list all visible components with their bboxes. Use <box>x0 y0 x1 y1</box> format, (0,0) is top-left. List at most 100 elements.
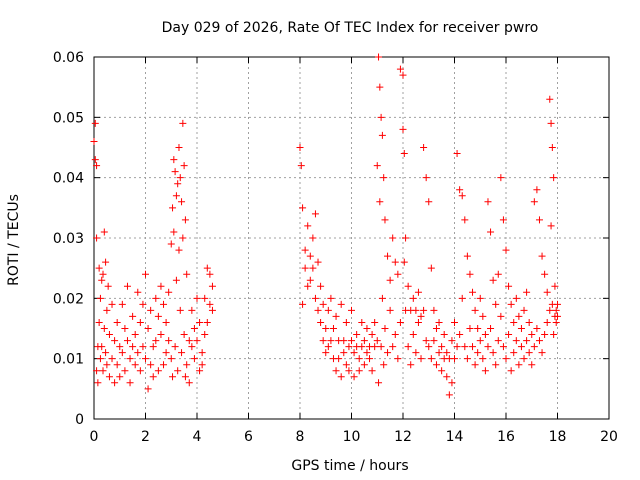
data-point <box>375 379 383 387</box>
data-point <box>554 300 561 308</box>
data-point <box>175 144 183 151</box>
data-point <box>99 270 107 278</box>
data-point <box>314 306 322 314</box>
data-point <box>505 331 513 339</box>
x-tick-label: 20 <box>600 429 618 445</box>
data-point <box>479 355 487 363</box>
data-point <box>162 318 170 326</box>
data-point <box>103 361 111 369</box>
data-point <box>453 343 461 351</box>
data-point <box>123 282 131 290</box>
data-point <box>533 325 541 332</box>
data-point <box>541 270 549 278</box>
data-point <box>157 282 165 290</box>
data-point <box>481 331 489 339</box>
data-point <box>373 337 381 345</box>
data-point <box>198 349 206 357</box>
data-point <box>376 83 384 91</box>
data-point <box>319 337 327 345</box>
data-point <box>131 361 139 369</box>
data-point <box>126 379 134 387</box>
data-point <box>149 373 157 381</box>
data-point <box>420 306 428 314</box>
x-tick-label: 16 <box>497 429 515 445</box>
data-point <box>304 282 312 290</box>
data-point <box>404 282 412 290</box>
data-point <box>391 331 399 339</box>
data-point <box>167 240 175 248</box>
data-point <box>550 174 558 182</box>
data-point <box>551 282 559 290</box>
data-point <box>296 144 304 151</box>
data-point <box>445 391 453 399</box>
data-point <box>144 325 152 332</box>
data-point <box>375 53 383 61</box>
data-point <box>322 325 330 332</box>
data-point <box>299 204 307 212</box>
data-point <box>149 343 157 351</box>
data-point <box>554 312 561 320</box>
data-point <box>342 318 350 326</box>
data-point <box>479 312 487 320</box>
data-point <box>118 300 126 308</box>
data-point <box>515 312 523 320</box>
data-point <box>324 306 332 314</box>
data-point <box>91 119 99 127</box>
data-point <box>116 373 124 381</box>
data-point <box>377 113 385 121</box>
data-point <box>108 355 116 363</box>
data-point <box>100 228 108 236</box>
y-tick-label: 0.02 <box>53 291 84 307</box>
x-tick-label: 18 <box>549 429 567 445</box>
data-point <box>304 222 312 230</box>
data-point <box>497 174 505 182</box>
data-point <box>425 343 433 351</box>
data-point <box>381 216 389 224</box>
data-point <box>113 318 121 326</box>
data-point <box>371 343 379 351</box>
data-point <box>165 337 173 345</box>
data-point <box>99 367 107 375</box>
data-point <box>530 198 538 206</box>
data-point <box>179 234 187 242</box>
data-point <box>160 300 168 308</box>
data-point <box>543 318 551 326</box>
data-point <box>399 125 407 133</box>
data-point <box>414 288 422 296</box>
data-point <box>203 318 211 326</box>
data-point <box>139 343 147 351</box>
data-point <box>363 325 371 332</box>
data-point <box>167 355 175 363</box>
data-point <box>190 355 198 363</box>
data-point <box>301 246 309 254</box>
data-point <box>188 306 196 314</box>
data-point <box>139 300 147 308</box>
data-point <box>309 234 317 242</box>
data-point <box>380 174 388 182</box>
data-point <box>176 174 184 182</box>
data-point <box>129 343 137 351</box>
data-point <box>179 119 187 127</box>
data-point <box>461 343 469 351</box>
data-point <box>430 337 438 345</box>
data-point <box>466 270 474 278</box>
data-point <box>520 306 528 314</box>
data-point <box>407 361 415 369</box>
data-point <box>487 228 495 236</box>
y-tick-label: 0.05 <box>53 110 84 126</box>
data-point <box>174 180 182 188</box>
data-point <box>329 325 337 332</box>
data-point <box>116 343 124 351</box>
data-point <box>550 331 558 339</box>
data-point <box>409 294 417 302</box>
data-point <box>510 318 518 326</box>
data-point <box>134 288 142 296</box>
tick-layer: 0 2 4 6 8 10 12 14 16 18 20 0 0.01 0.02 0.03 0.04 0.05 0.… <box>53 50 618 445</box>
data-point <box>517 325 525 332</box>
data-point <box>93 367 101 375</box>
data-point <box>484 343 492 351</box>
data-point <box>144 385 152 393</box>
data-point <box>91 156 99 164</box>
data-point <box>121 325 129 332</box>
data-point <box>443 373 451 381</box>
